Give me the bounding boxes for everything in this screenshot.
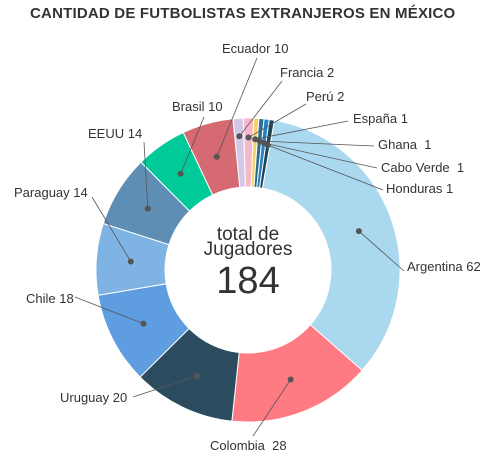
label-paraguay: Paraguay 14 <box>14 185 88 200</box>
leader-dot-eeuu <box>144 205 151 212</box>
leader-line-espana <box>255 120 349 140</box>
leader-line-ghana <box>259 140 375 147</box>
leader-dot-peru <box>245 134 252 141</box>
leader-line-chile <box>74 296 144 325</box>
leader-line-argentina <box>358 230 405 272</box>
label-cabo-verde: Cabo Verde 1 <box>381 160 464 175</box>
label-chile: Chile 18 <box>26 291 74 306</box>
leader-line-ecuador <box>216 57 258 157</box>
donut-hole <box>165 187 331 353</box>
leader-line-eeuu <box>143 141 149 209</box>
label-espana: España 1 <box>353 111 408 126</box>
leader-line-brasil <box>180 116 205 174</box>
leader-dot-ecuador <box>213 153 220 160</box>
label-honduras: Honduras 1 <box>386 181 453 196</box>
leader-line-paraguay <box>91 196 132 262</box>
label-ecuador: Ecuador 10 <box>222 41 289 56</box>
label-brasil: Brasil 10 <box>172 99 223 114</box>
label-francia: Francia 2 <box>280 65 334 80</box>
label-colombia: Colombia 28 <box>210 438 287 453</box>
leader-line-honduras <box>267 144 384 191</box>
leader-dot-uruguay <box>194 372 201 379</box>
leader-dot-chile <box>140 320 147 327</box>
label-ghana: Ghana 1 <box>378 137 432 152</box>
label-peru: Perú 2 <box>306 89 344 104</box>
leader-dot-colombia <box>287 376 294 383</box>
center-label-total-de: total de <box>217 224 279 245</box>
leader-line-francia <box>239 80 283 137</box>
leader-line-uruguay <box>132 375 198 398</box>
slice-labels: Argentina 62 Colombia 28 Uruguay 20 Chile 1… <box>14 41 481 453</box>
leader-line-cabo-verde <box>263 142 378 169</box>
leader-dot-honduras <box>264 142 271 149</box>
leader-line-colombia <box>252 379 292 437</box>
center-label-jugadores: Jugadores <box>204 239 293 260</box>
leader-line-peru <box>248 103 307 138</box>
leader-dot-brasil <box>177 170 184 177</box>
donut-slices <box>95 117 401 423</box>
center-total-value: 184 <box>216 260 279 302</box>
slice-honduras <box>259 118 275 189</box>
label-uruguay: Uruguay 20 <box>60 390 127 405</box>
leader-dot-paraguay <box>127 258 134 265</box>
leader-dot-francia <box>236 133 243 140</box>
label-eeuu: EEUU 14 <box>88 126 142 141</box>
leader-lines <box>74 57 405 437</box>
label-argentina: Argentina 62 <box>407 259 481 274</box>
leader-dot-argentina <box>355 228 362 235</box>
chart-title: CANTIDAD DE FUTBOLISTAS EXTRANJEROS EN M… <box>30 5 456 22</box>
